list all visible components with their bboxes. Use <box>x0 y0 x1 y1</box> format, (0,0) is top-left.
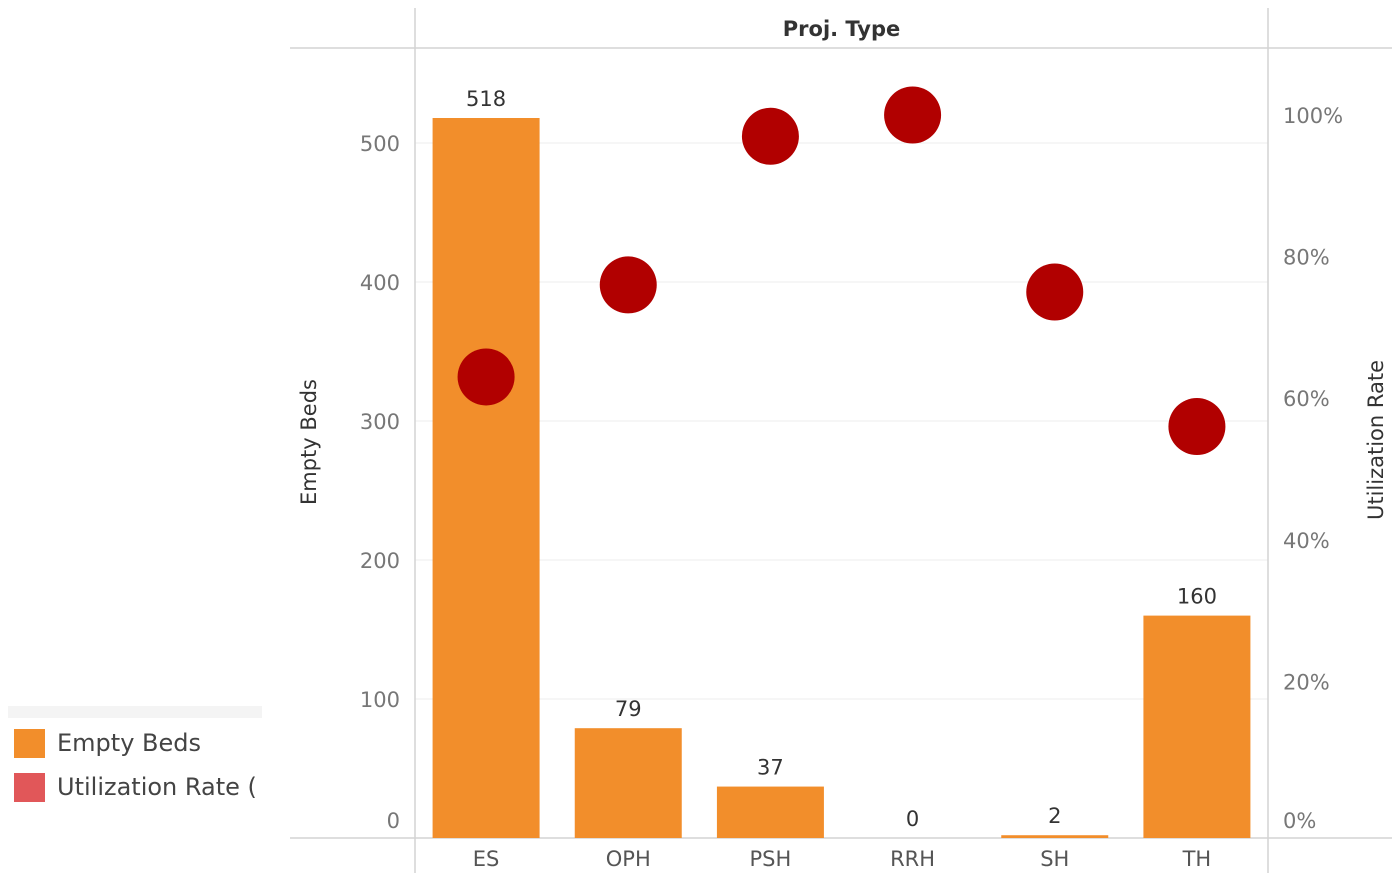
bar-th <box>1143 615 1251 838</box>
legend-label-utilization-rate: Utilization Rate ( <box>57 773 257 801</box>
utilization-dot-oph <box>599 256 657 314</box>
y-tick-label: 200 <box>360 549 400 573</box>
x-tick-label: ES <box>473 847 500 871</box>
y-tick-label: 300 <box>360 410 400 434</box>
y2-axis-title: Utilization Rate <box>1364 360 1388 520</box>
legend-label-empty-beds: Empty Beds <box>57 729 201 757</box>
y2-tick-label: 60% <box>1283 387 1330 411</box>
bar-value-label: 0 <box>906 807 919 831</box>
x-tick-label: RRH <box>890 847 935 871</box>
legend-divider <box>8 706 262 718</box>
bar-oph <box>574 728 682 838</box>
bar-es <box>432 118 540 838</box>
y2-tick-label: 20% <box>1283 670 1330 694</box>
x-tick-label: OPH <box>606 847 651 871</box>
y-tick-label: 0 <box>387 809 400 833</box>
utilization-dot-psh <box>741 107 799 165</box>
y2-tick-label: 40% <box>1283 529 1330 553</box>
y2-tick-label: 80% <box>1283 246 1330 270</box>
y2-tick-label: 100% <box>1283 104 1343 128</box>
x-tick-label: PSH <box>750 847 792 871</box>
y-tick-label: 400 <box>360 271 400 295</box>
utilization-dot-rrh <box>884 86 942 144</box>
y-axis-title: Empty Beds <box>297 379 321 505</box>
bar-value-label: 160 <box>1177 585 1217 609</box>
x-tick-label: TH <box>1182 847 1212 871</box>
bar-sh <box>1001 835 1109 838</box>
legend-swatch-utilization-rate <box>14 772 45 802</box>
x-tick-label: SH <box>1040 847 1069 871</box>
legend-item-empty-beds[interactable]: Empty Beds <box>14 727 201 759</box>
bar-value-label: 518 <box>466 87 506 111</box>
bar-value-label: 2 <box>1048 804 1061 828</box>
utilization-dot-sh <box>1026 263 1084 321</box>
y2-tick-label: 0% <box>1283 809 1316 833</box>
chart-header: Proj. Type <box>783 17 900 41</box>
legend-swatch-empty-beds <box>14 728 45 758</box>
bar-psh <box>716 786 824 838</box>
utilization-dot-es <box>457 348 515 406</box>
bar-value-label: 37 <box>757 756 784 780</box>
utilization-dot-th <box>1168 398 1226 456</box>
legend: Empty Beds Utilization Rate ( <box>8 706 262 816</box>
y-tick-label: 500 <box>360 132 400 156</box>
bar-value-label: 79 <box>615 697 642 721</box>
y-tick-label: 100 <box>360 688 400 712</box>
legend-item-utilization-rate[interactable]: Utilization Rate ( <box>14 771 257 803</box>
